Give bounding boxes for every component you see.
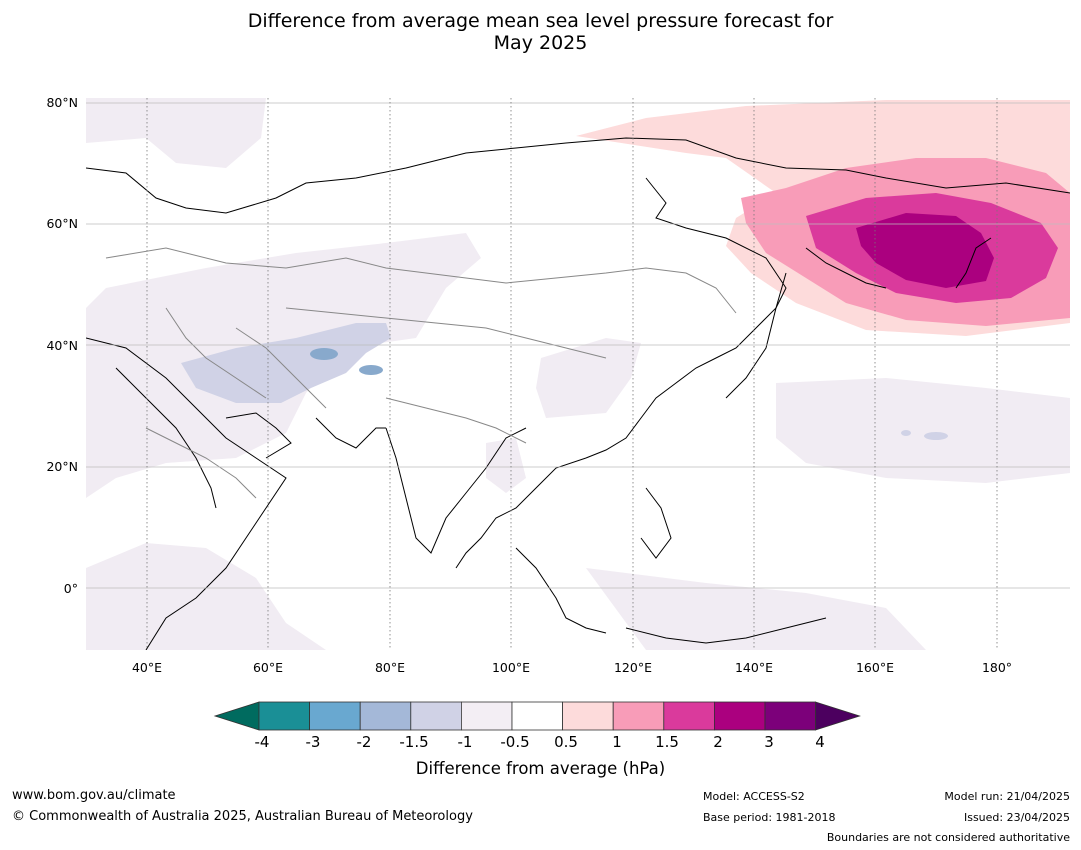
colorbar-segment <box>460 701 513 731</box>
lon-label-120e: 120°E <box>613 660 652 675</box>
map-title: Difference from average mean sea level p… <box>0 10 1081 54</box>
anomaly-strong-negative <box>310 348 383 375</box>
pressure-anomaly-map <box>86 98 1070 650</box>
colorbar-label: Difference from average (hPa) <box>415 759 666 778</box>
colorbar-tick: -3 <box>305 733 321 751</box>
anomaly-moderate-negative <box>181 323 948 440</box>
colorbar-tick: 4 <box>815 733 825 751</box>
colorbar-tick: 1.5 <box>655 733 679 751</box>
colorbar-tick: -1.5 <box>399 733 429 751</box>
colorbar-tick: 1 <box>612 733 622 751</box>
latitude-gridlines <box>86 102 1070 589</box>
colorbar-segment <box>612 701 665 731</box>
lon-label-60e: 60°E <box>252 660 284 675</box>
footer-model-run: Model run: 21/04/2025 <box>944 790 1070 803</box>
footer-base-period: Base period: 1981-2018 <box>703 811 836 824</box>
colorbar-segment <box>359 701 412 731</box>
colorbar-segment <box>410 701 462 731</box>
colorbar-segment <box>713 701 766 731</box>
lon-label-140e: 140°E <box>734 660 773 675</box>
lat-label-0: 0° <box>63 581 78 596</box>
colorbar-segment <box>764 701 816 731</box>
title-line-2: May 2025 <box>493 32 588 54</box>
lon-label-100e: 100°E <box>491 660 530 675</box>
lon-label-40e: 40°E <box>131 660 163 675</box>
longitude-gridlines <box>146 98 998 650</box>
colorbar-tick: 2 <box>713 733 723 751</box>
footer-disclaimer: Boundaries are not considered authoritat… <box>826 831 1070 844</box>
colorbar-tick: 0.5 <box>554 733 578 751</box>
colorbar-tick: -2 <box>356 733 372 751</box>
colorbar-tick: -0.5 <box>500 733 530 751</box>
footer-copyright: © Commonwealth of Australia 2025, Austra… <box>12 809 473 824</box>
colorbar-tick: -4 <box>254 733 270 751</box>
footer-url[interactable]: www.bom.gov.au/climate <box>12 788 176 803</box>
coastlines <box>86 137 1070 650</box>
colorbar-segment <box>309 701 361 731</box>
anomaly-positive-2 <box>856 213 994 288</box>
colorbar-segment <box>562 701 614 731</box>
lat-label-60n: 60°N <box>46 216 78 231</box>
colorbar-segment <box>258 701 310 731</box>
colorbar-tick: 3 <box>764 733 774 751</box>
title-line-1: Difference from average mean sea level p… <box>247 10 834 32</box>
colorbar-segment <box>663 701 715 731</box>
footer-issued: Issued: 23/04/2025 <box>963 811 1070 824</box>
lat-label-20n: 20°N <box>46 459 78 474</box>
lat-label-80n: 80°N <box>46 95 78 110</box>
lon-label-160e: 160°E <box>855 660 894 675</box>
lon-label-180: 180° <box>981 660 1013 675</box>
colorbar-extension-high <box>815 701 861 731</box>
lon-label-80e: 80°E <box>374 660 406 675</box>
colorbar-segment <box>511 701 563 731</box>
footer-model: Model: ACCESS-S2 <box>703 790 805 803</box>
country-borders <box>105 247 737 499</box>
lat-label-40n: 40°N <box>46 338 78 353</box>
colorbar <box>213 701 861 731</box>
colorbar-extension-low <box>213 701 260 731</box>
colorbar-tick: -1 <box>457 733 473 751</box>
